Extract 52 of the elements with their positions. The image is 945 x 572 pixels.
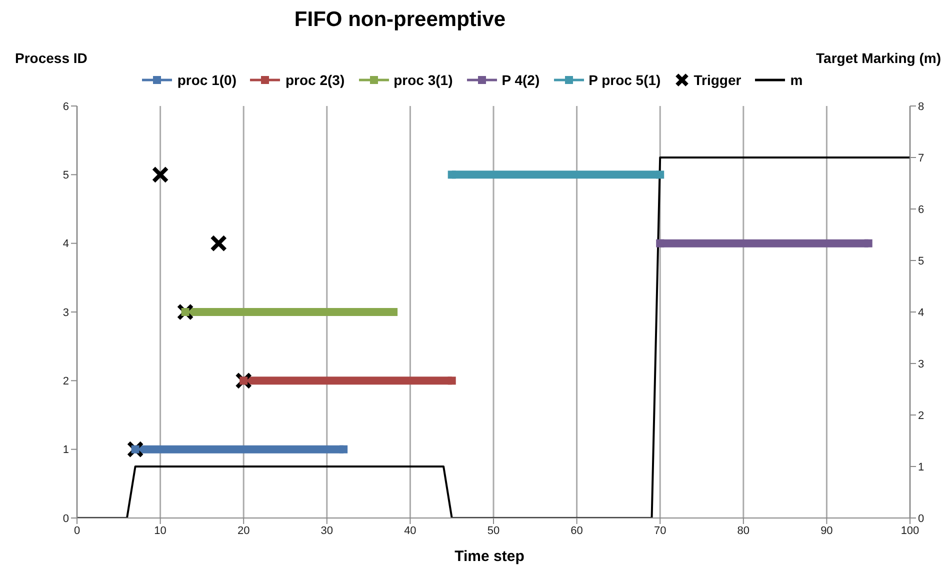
point	[864, 239, 872, 248]
y-tick-label: 0	[62, 512, 69, 525]
y2-tick-label: 4	[918, 306, 924, 319]
x-axis-title: Time step	[454, 548, 526, 565]
x-tick-label: 80	[737, 524, 750, 537]
point	[656, 170, 664, 179]
y-tick-label: 4	[62, 238, 69, 250]
point	[176, 304, 194, 320]
legend-label: Trigger	[694, 72, 742, 88]
y-tick-label: 2	[62, 376, 69, 388]
chart-title: FIFO non-preemptive	[293, 8, 507, 32]
y2-tick-label: 0	[918, 512, 924, 525]
point	[340, 445, 348, 454]
point	[210, 234, 228, 252]
legend-label: proc 2(3)	[285, 72, 345, 88]
legend-label: proc 3(1)	[394, 72, 453, 88]
point	[126, 440, 144, 458]
point	[448, 376, 456, 385]
y-tick-label: 1	[62, 444, 69, 456]
x-tick-label: 0	[74, 524, 80, 537]
y2-tick-label: 5	[918, 255, 924, 268]
point	[656, 239, 664, 248]
legend-label: proc 1(0)	[177, 72, 236, 88]
y2-axis-title: Target Marking (m)	[816, 50, 941, 66]
x-tick-label: 40	[404, 524, 416, 537]
point	[131, 445, 140, 454]
x-tick-label: 100	[900, 524, 920, 537]
y2-tick-label: 7	[918, 152, 924, 164]
y2-tick-label: 3	[918, 358, 924, 370]
y-tick-label: 6	[62, 100, 69, 113]
x-tick-label: 30	[320, 524, 334, 537]
y2-tick-label: 2	[918, 410, 924, 422]
y-axis-title: Process ID	[15, 50, 88, 66]
x-tick-label: 10	[154, 524, 166, 537]
y-tick-label: 5	[62, 170, 69, 182]
point	[235, 372, 252, 390]
x-tick-label: 60	[570, 524, 583, 537]
y2-tick-label: 8	[918, 100, 924, 113]
point	[240, 376, 248, 385]
legend-label: P proc 5(1)	[588, 72, 661, 88]
legend-label: P 4(2)	[502, 72, 540, 88]
point	[448, 170, 456, 179]
x-tick-label: 20	[237, 524, 250, 537]
x-tick-label: 50	[487, 524, 500, 537]
point	[181, 308, 190, 316]
x-tick-label: 90	[820, 524, 833, 537]
legend-label: m	[790, 72, 803, 88]
point	[152, 166, 169, 184]
y-tick-label: 3	[62, 306, 69, 319]
x-tick-label: 70	[654, 524, 666, 537]
y2-tick-label: 1	[918, 461, 924, 474]
y2-tick-label: 6	[918, 204, 924, 216]
